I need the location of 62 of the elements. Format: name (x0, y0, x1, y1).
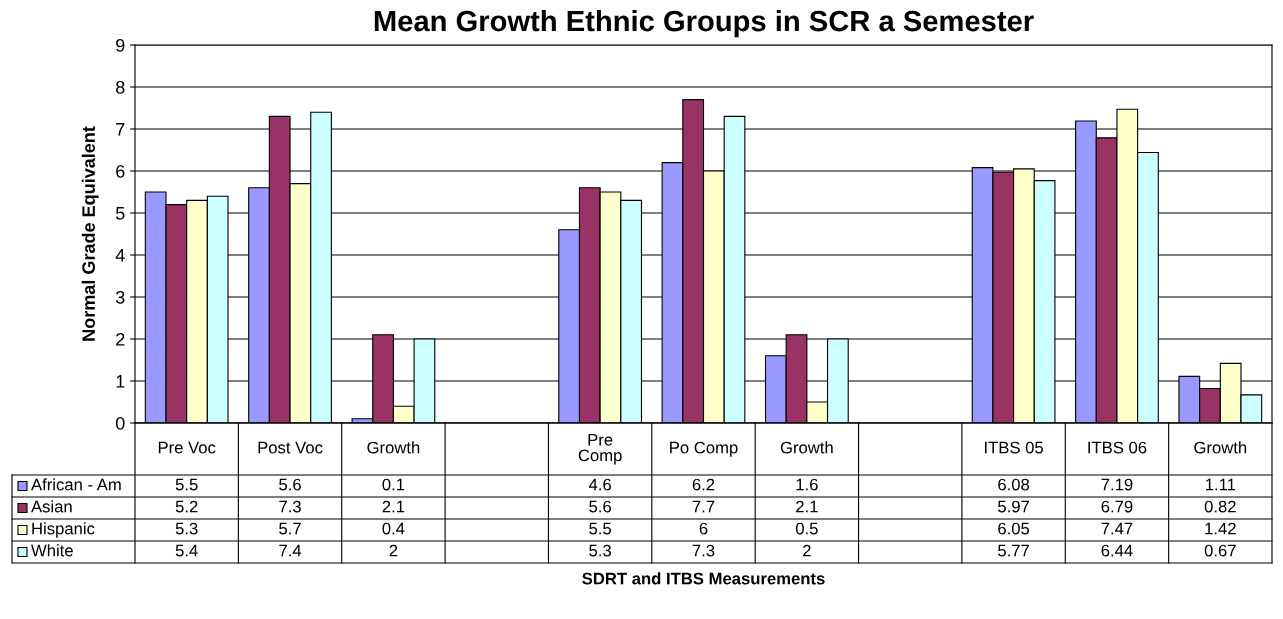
x-tick-label: Growth (780, 441, 833, 454)
data-label: 2.1 (382, 500, 405, 513)
legend-label: African - Am (31, 478, 121, 491)
x-tick-label: ITBS 06 (1088, 441, 1147, 454)
data-label: 5.6 (589, 500, 611, 513)
data-label: 6 (699, 522, 708, 535)
data-label: 7.3 (279, 500, 301, 513)
x-tick-label: Growth (367, 441, 420, 454)
data-label: 7.47 (1101, 522, 1133, 535)
x-tick-label: Growth (1194, 441, 1247, 454)
data-label: 7.19 (1101, 478, 1133, 491)
data-label: 5.4 (175, 544, 198, 557)
y-tick-label: 8 (116, 80, 125, 94)
data-label: 6.79 (1101, 500, 1133, 513)
x-tick-label: ITBS 05 (985, 441, 1043, 454)
data-label: 1.11 (1205, 478, 1236, 491)
legend-label: White (31, 544, 73, 557)
data-label: 6.2 (692, 478, 715, 491)
data-label: 6.05 (998, 522, 1030, 535)
data-label: 1.42 (1205, 522, 1236, 535)
data-label: 0.4 (382, 522, 405, 535)
y-tick-label: 2 (116, 332, 125, 346)
data-label: 6.44 (1101, 544, 1133, 557)
y-tick-label: 9 (116, 38, 125, 52)
y-tick-label: 5 (115, 207, 125, 220)
data-label: 2 (389, 544, 398, 557)
data-label: 5.7 (279, 522, 301, 535)
y-axis-title: Normal Grade Equivalent (81, 126, 99, 341)
data-label: 5.6 (279, 478, 301, 491)
data-label: 5.5 (175, 478, 198, 491)
data-label: 5.5 (589, 522, 612, 535)
data-label: 1.6 (796, 478, 818, 491)
x-tick-label: Pre Comp (578, 434, 622, 465)
data-label: 2.1 (796, 500, 818, 513)
data-label: 0.1 (382, 478, 405, 491)
data-label: 0.67 (1204, 544, 1236, 557)
data-label: 7.3 (692, 544, 715, 557)
data-label: 5.3 (589, 544, 611, 557)
data-label: 5.97 (998, 500, 1029, 513)
y-tick-label: 7 (116, 123, 125, 136)
data-label: 5.77 (998, 544, 1029, 557)
y-tick-label: 4 (115, 249, 125, 262)
y-tick-label: 1 (116, 375, 125, 388)
data-label: 7.4 (279, 544, 302, 557)
data-label: 6.08 (998, 478, 1030, 491)
x-tick-label: Post Voc (258, 441, 323, 454)
legend-label: Asian (31, 500, 72, 513)
data-label: 5.3 (175, 522, 198, 535)
y-tick-label: 6 (116, 164, 125, 178)
y-tick-label: 0 (115, 416, 125, 430)
y-tick-label: 3 (115, 290, 125, 304)
data-label: 0.5 (795, 522, 818, 535)
data-label: 7.7 (692, 500, 715, 513)
legend-label: Hispanic (32, 522, 95, 538)
data-label: 0.82 (1204, 500, 1236, 513)
data-label: 5.2 (175, 500, 198, 513)
x-tick-label: Po Comp (670, 441, 738, 457)
chart-title: Mean Growth Ethnic Groups in SCR a Semester (374, 9, 1034, 38)
text: SDRT and ITBS Measurements (582, 572, 825, 585)
data-label: 2 (803, 544, 811, 557)
data-label: 4.6 (588, 478, 611, 491)
x-tick-label: Pre Voc (158, 441, 216, 454)
